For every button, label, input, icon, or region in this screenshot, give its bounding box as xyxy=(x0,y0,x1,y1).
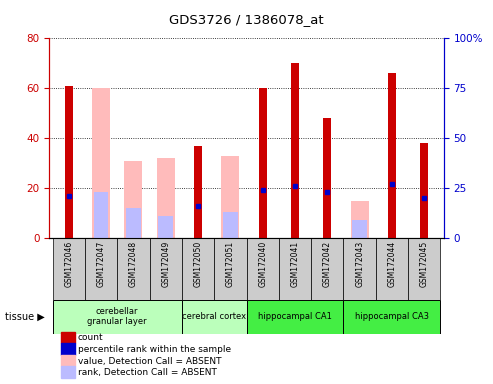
Text: GSM172043: GSM172043 xyxy=(355,241,364,287)
Bar xyxy=(158,216,173,238)
Bar xyxy=(351,200,369,238)
Text: hippocampal CA1: hippocampal CA1 xyxy=(258,312,332,321)
Bar xyxy=(182,300,246,334)
Text: GSM172046: GSM172046 xyxy=(64,241,73,287)
Text: GSM172042: GSM172042 xyxy=(323,241,332,287)
Bar xyxy=(53,300,182,334)
Bar xyxy=(311,238,344,300)
Text: GSM172050: GSM172050 xyxy=(194,241,203,287)
Text: GSM172045: GSM172045 xyxy=(420,241,429,287)
Text: tissue ▶: tissue ▶ xyxy=(5,312,45,322)
Bar xyxy=(53,238,85,300)
Bar xyxy=(259,88,267,238)
Bar xyxy=(214,238,246,300)
Bar xyxy=(92,88,110,238)
Bar xyxy=(223,212,238,238)
Bar xyxy=(246,238,279,300)
Bar xyxy=(117,238,149,300)
Text: GSM172040: GSM172040 xyxy=(258,241,267,287)
Text: percentile rank within the sample: percentile rank within the sample xyxy=(78,345,231,354)
Bar xyxy=(157,158,175,238)
Bar xyxy=(344,238,376,300)
Text: cerebral cortex: cerebral cortex xyxy=(182,312,246,321)
Bar xyxy=(221,156,239,238)
Bar xyxy=(124,161,142,238)
Bar xyxy=(388,73,396,238)
Bar xyxy=(182,238,214,300)
Bar xyxy=(61,354,75,366)
Text: GSM172048: GSM172048 xyxy=(129,241,138,287)
Text: value, Detection Call = ABSENT: value, Detection Call = ABSENT xyxy=(78,356,221,366)
Bar xyxy=(279,238,311,300)
Text: count: count xyxy=(78,333,104,343)
Bar xyxy=(376,238,408,300)
Bar xyxy=(61,366,75,377)
Text: cerebellar
granular layer: cerebellar granular layer xyxy=(87,307,147,326)
Bar xyxy=(246,300,344,334)
Bar xyxy=(408,238,440,300)
Bar xyxy=(291,63,299,238)
Bar xyxy=(61,331,75,343)
Bar xyxy=(420,143,428,238)
Text: GSM172044: GSM172044 xyxy=(387,241,396,287)
Bar xyxy=(352,220,367,238)
Bar xyxy=(94,192,108,238)
Text: rank, Detection Call = ABSENT: rank, Detection Call = ABSENT xyxy=(78,368,216,377)
Bar xyxy=(61,343,75,354)
Bar xyxy=(194,146,202,238)
Bar xyxy=(85,238,117,300)
Text: GSM172041: GSM172041 xyxy=(290,241,299,287)
Text: GSM172047: GSM172047 xyxy=(97,241,106,287)
Text: GSM172051: GSM172051 xyxy=(226,241,235,287)
Bar xyxy=(323,118,331,238)
Bar xyxy=(126,208,141,238)
Bar xyxy=(344,300,440,334)
Bar xyxy=(149,238,182,300)
Text: hippocampal CA3: hippocampal CA3 xyxy=(355,312,429,321)
Bar xyxy=(65,86,73,238)
Text: GDS3726 / 1386078_at: GDS3726 / 1386078_at xyxy=(169,13,324,26)
Text: GSM172049: GSM172049 xyxy=(161,241,170,287)
